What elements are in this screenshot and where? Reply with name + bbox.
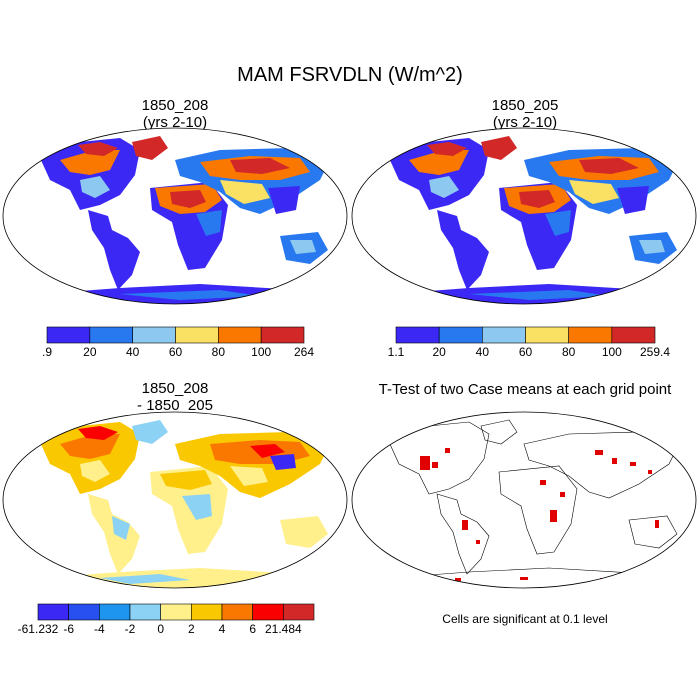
- colorbar-1-swatch: [89, 326, 133, 344]
- colorbar-1-swatch: [175, 326, 219, 344]
- colorbar-3-tick-label: 2: [188, 622, 195, 636]
- colorbar-1-tick-label: 100: [251, 345, 271, 359]
- colorbar-3-swatch: [68, 603, 100, 621]
- colorbar-1-swatch: [260, 326, 305, 344]
- colorbar-3-swatch: [37, 603, 69, 621]
- land-field-3: [30, 420, 330, 588]
- colorbar-2-swatch: [482, 326, 526, 344]
- map-panel-3: [2, 411, 348, 589]
- colorbar-3-swatch: [129, 603, 161, 621]
- panel-3-subtitle: - 1850_205: [137, 397, 213, 414]
- colorbar-1-swatch: [218, 326, 262, 344]
- colorbar-1-tick-label: .9: [42, 345, 52, 359]
- colorbar-3-tick-label: -4: [94, 622, 105, 636]
- colorbar-3-swatch: [252, 603, 284, 621]
- colorbar-3-tick-label: 21.484: [265, 622, 302, 636]
- colorbar-2-swatch: [525, 326, 569, 344]
- colorbar-2-tick-label: 60: [519, 345, 533, 359]
- colorbar-2-tick-label: 40: [476, 345, 490, 359]
- colorbar-1-tick-label: 60: [169, 345, 183, 359]
- figure-title: MAM FSRVDLN (W/m^2): [237, 64, 463, 86]
- significance-note: Cells are significant at 0.1 level: [442, 612, 608, 626]
- colorbar-3-swatch: [99, 603, 131, 621]
- map-panel-1: [2, 127, 348, 305]
- colorbar-2-tick-label: 259.4: [640, 345, 670, 359]
- land-field-1: [30, 136, 330, 304]
- panel-1-subtitle: (yrs 2-10): [142, 114, 208, 131]
- colorbar-3-tick-label: 6: [249, 622, 256, 636]
- colorbar-3-tick-label: 0: [157, 622, 164, 636]
- colorbars: .9 20 40 60 80 100 264 1.1 20 40 60 80 100 259.4-61.2…: [18, 326, 670, 636]
- land-field-2: [379, 136, 679, 304]
- colorbar-2-tick-label: 100: [602, 345, 622, 359]
- colorbar-2-tick-label: 80: [562, 345, 576, 359]
- panel-2-title: 1850_205: [491, 97, 559, 114]
- colorbar-1-tick-label: 264: [294, 345, 314, 359]
- colorbar-3-swatch: [191, 603, 223, 621]
- colorbar-1-swatch: [46, 326, 91, 344]
- colorbar-3-tick-label: 4: [219, 622, 226, 636]
- colorbar-3-tick-label: -6: [63, 622, 74, 636]
- map-panel-4: [351, 411, 697, 589]
- colorbar-2-swatch: [395, 326, 440, 344]
- colorbar-3-tick-label: -61.232: [18, 622, 59, 636]
- panel-3-title: 1850_208: [141, 380, 209, 397]
- colorbar-3-swatch: [283, 603, 315, 621]
- colorbar-3-tick-label: -2: [125, 622, 136, 636]
- colorbar-2-swatch: [611, 326, 656, 344]
- map-panel-2: [351, 127, 697, 305]
- panel-1-title: 1850_208: [141, 97, 209, 114]
- panel-2-subtitle: (yrs 2-10): [492, 114, 558, 131]
- panel-4-title: T-Test of two Case means at each grid po…: [378, 381, 672, 398]
- colorbar-1-tick-label: 80: [212, 345, 226, 359]
- colorbar-2-tick-label: 1.1: [388, 345, 405, 359]
- colorbar-2-swatch: [568, 326, 613, 344]
- colorbar-3-swatch: [221, 603, 253, 621]
- colorbar-3-swatch: [160, 603, 192, 621]
- colorbar-2-swatch: [438, 326, 483, 344]
- colorbar-2-tick-label: 20: [432, 345, 446, 359]
- colorbar-1-tick-label: 20: [83, 345, 97, 359]
- colorbar-1-swatch: [132, 326, 176, 344]
- colorbar-1-tick-label: 40: [126, 345, 140, 359]
